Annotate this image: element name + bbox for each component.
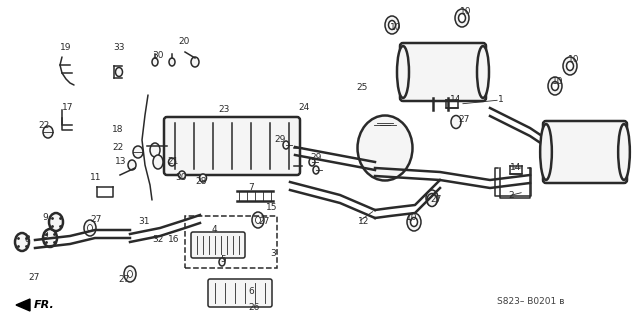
Ellipse shape (49, 213, 63, 231)
Text: 27: 27 (28, 273, 40, 283)
Ellipse shape (477, 46, 489, 98)
Text: 2: 2 (508, 191, 514, 201)
Text: 22: 22 (38, 122, 49, 130)
FancyBboxPatch shape (543, 121, 627, 183)
Text: 21: 21 (167, 158, 179, 167)
Ellipse shape (358, 115, 413, 181)
Text: 27: 27 (258, 218, 269, 226)
Ellipse shape (313, 166, 319, 174)
Text: 25: 25 (356, 84, 367, 93)
Ellipse shape (563, 57, 577, 75)
Text: 29: 29 (274, 136, 285, 145)
Text: 18: 18 (112, 125, 124, 135)
Text: 15: 15 (266, 204, 278, 212)
Ellipse shape (127, 271, 132, 278)
FancyBboxPatch shape (164, 117, 300, 175)
Ellipse shape (115, 68, 122, 77)
Text: 12: 12 (358, 218, 369, 226)
Text: 5: 5 (220, 256, 226, 264)
FancyBboxPatch shape (191, 232, 245, 258)
Ellipse shape (191, 57, 199, 67)
Ellipse shape (153, 155, 163, 169)
Ellipse shape (128, 160, 136, 170)
Text: S823– B0201 ʙ: S823– B0201 ʙ (497, 298, 564, 307)
Ellipse shape (407, 213, 421, 231)
Ellipse shape (455, 9, 469, 27)
Ellipse shape (84, 220, 96, 236)
Text: 30: 30 (152, 50, 163, 60)
Ellipse shape (152, 58, 158, 66)
Ellipse shape (219, 258, 225, 266)
Ellipse shape (309, 158, 315, 166)
Text: 7: 7 (248, 183, 253, 192)
Ellipse shape (548, 77, 562, 95)
Text: 19: 19 (60, 43, 72, 53)
Ellipse shape (150, 143, 160, 157)
Text: 32: 32 (152, 235, 163, 244)
Text: 3: 3 (270, 249, 276, 258)
Text: 10: 10 (552, 78, 563, 86)
Text: 29: 29 (310, 153, 321, 162)
Text: 14: 14 (450, 95, 461, 105)
Ellipse shape (169, 58, 175, 66)
Text: 27: 27 (118, 276, 129, 285)
Text: 23: 23 (218, 106, 229, 115)
Ellipse shape (88, 225, 93, 232)
Ellipse shape (427, 194, 437, 206)
Text: 30: 30 (175, 174, 186, 182)
Text: 17: 17 (62, 103, 74, 113)
Ellipse shape (43, 126, 53, 138)
Text: 8: 8 (24, 235, 29, 244)
Text: 9: 9 (42, 232, 48, 241)
Ellipse shape (43, 229, 57, 247)
Ellipse shape (397, 46, 409, 98)
Text: 10: 10 (390, 24, 401, 33)
Ellipse shape (426, 190, 438, 206)
Text: 6: 6 (248, 287, 253, 296)
Ellipse shape (552, 81, 559, 91)
Text: 10: 10 (568, 56, 579, 64)
Text: 11: 11 (90, 174, 102, 182)
Ellipse shape (458, 13, 465, 23)
Text: 4: 4 (212, 226, 218, 234)
Ellipse shape (255, 217, 260, 224)
Text: 1: 1 (498, 95, 504, 105)
Text: 16: 16 (168, 235, 179, 244)
Text: 9: 9 (42, 213, 48, 222)
Ellipse shape (618, 124, 630, 180)
Text: 26: 26 (248, 303, 259, 313)
Text: 13: 13 (115, 158, 127, 167)
Text: 14: 14 (510, 164, 522, 173)
Text: 27: 27 (430, 196, 442, 204)
Text: 20: 20 (178, 38, 189, 47)
Text: 27: 27 (90, 216, 101, 225)
Ellipse shape (410, 218, 417, 226)
Ellipse shape (566, 62, 573, 70)
Ellipse shape (388, 20, 396, 29)
Text: 22: 22 (112, 144, 124, 152)
Ellipse shape (168, 158, 175, 166)
Text: 31: 31 (138, 218, 150, 226)
Text: 27: 27 (458, 115, 469, 124)
Ellipse shape (252, 212, 264, 228)
Ellipse shape (429, 195, 435, 202)
Text: 24: 24 (298, 103, 309, 113)
Ellipse shape (451, 115, 461, 129)
FancyBboxPatch shape (400, 43, 486, 101)
Ellipse shape (133, 146, 143, 158)
FancyBboxPatch shape (208, 279, 272, 307)
Polygon shape (16, 299, 30, 311)
Text: 33: 33 (113, 43, 125, 53)
Text: FR.: FR. (34, 300, 55, 310)
Ellipse shape (124, 266, 136, 282)
Text: 10: 10 (460, 8, 472, 17)
Ellipse shape (179, 171, 186, 179)
Ellipse shape (15, 233, 29, 251)
Ellipse shape (385, 16, 399, 34)
Text: 10: 10 (406, 213, 417, 222)
Text: 28: 28 (195, 177, 206, 187)
Ellipse shape (200, 174, 207, 182)
Ellipse shape (283, 141, 289, 149)
Ellipse shape (540, 124, 552, 180)
